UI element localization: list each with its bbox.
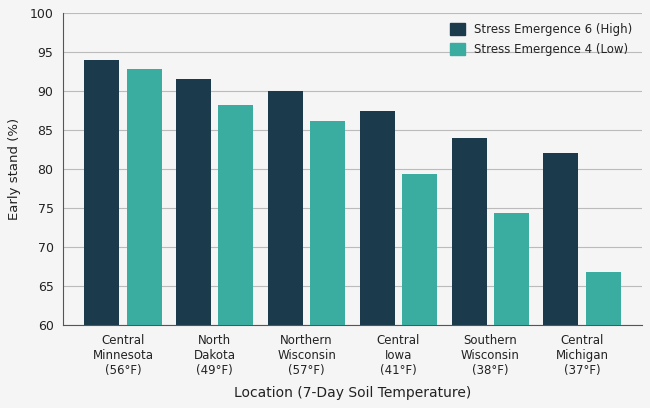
Bar <box>218 105 254 408</box>
Bar <box>127 69 161 408</box>
Bar <box>268 91 303 408</box>
Bar <box>543 153 578 408</box>
Bar <box>84 60 119 408</box>
Legend: Stress Emergence 6 (High), Stress Emergence 4 (Low): Stress Emergence 6 (High), Stress Emerge… <box>447 19 636 60</box>
Bar <box>586 273 621 408</box>
Bar <box>360 111 395 408</box>
Bar <box>452 138 486 408</box>
Bar <box>310 121 345 408</box>
Bar <box>176 80 211 408</box>
X-axis label: Location (7-Day Soil Temperature): Location (7-Day Soil Temperature) <box>234 386 471 400</box>
Bar <box>494 213 528 408</box>
Y-axis label: Early stand (%): Early stand (%) <box>8 118 21 220</box>
Bar <box>402 174 437 408</box>
